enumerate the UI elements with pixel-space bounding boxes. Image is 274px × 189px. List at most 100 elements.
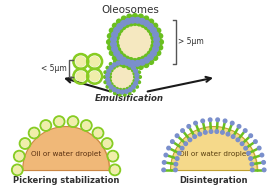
Circle shape	[162, 168, 165, 172]
Circle shape	[167, 146, 170, 150]
Circle shape	[175, 157, 179, 160]
Circle shape	[215, 130, 219, 133]
Circle shape	[111, 36, 116, 42]
Circle shape	[244, 146, 247, 150]
Circle shape	[135, 60, 140, 66]
Circle shape	[14, 166, 21, 174]
Circle shape	[174, 168, 177, 172]
Circle shape	[254, 140, 257, 143]
Circle shape	[132, 85, 135, 89]
Circle shape	[31, 129, 38, 136]
Circle shape	[249, 134, 253, 137]
Circle shape	[135, 73, 139, 77]
Circle shape	[117, 24, 122, 29]
Text: Oleosomes: Oleosomes	[101, 5, 159, 15]
Circle shape	[148, 54, 153, 60]
Circle shape	[130, 60, 135, 66]
Circle shape	[109, 66, 113, 70]
Circle shape	[226, 132, 230, 136]
Circle shape	[22, 140, 28, 147]
Circle shape	[56, 118, 63, 125]
Circle shape	[114, 27, 119, 33]
Circle shape	[116, 22, 154, 61]
Text: Disintegration: Disintegration	[180, 176, 248, 185]
Circle shape	[249, 157, 252, 160]
Circle shape	[148, 24, 153, 29]
Circle shape	[128, 88, 132, 92]
Circle shape	[144, 21, 149, 26]
Circle shape	[121, 21, 126, 26]
Circle shape	[114, 50, 119, 56]
Circle shape	[154, 36, 159, 42]
Circle shape	[181, 129, 184, 132]
Circle shape	[151, 27, 156, 33]
Circle shape	[230, 121, 234, 125]
Circle shape	[112, 46, 118, 52]
Circle shape	[216, 118, 219, 122]
Circle shape	[42, 122, 49, 129]
Circle shape	[193, 135, 196, 138]
Circle shape	[128, 63, 132, 67]
Circle shape	[187, 125, 190, 128]
Circle shape	[125, 59, 131, 65]
Circle shape	[144, 57, 149, 63]
Circle shape	[76, 57, 86, 66]
Circle shape	[90, 71, 99, 81]
Circle shape	[184, 142, 187, 146]
Circle shape	[139, 19, 145, 24]
Circle shape	[154, 41, 159, 47]
Circle shape	[164, 153, 168, 157]
Circle shape	[178, 151, 181, 155]
Circle shape	[135, 77, 139, 81]
Circle shape	[120, 61, 124, 64]
Circle shape	[240, 142, 244, 146]
Circle shape	[198, 132, 202, 136]
Circle shape	[117, 54, 122, 60]
Circle shape	[116, 89, 120, 93]
Circle shape	[95, 129, 102, 136]
Circle shape	[257, 146, 261, 150]
Circle shape	[262, 168, 266, 172]
Circle shape	[250, 162, 254, 166]
Circle shape	[106, 77, 110, 81]
Circle shape	[120, 90, 124, 94]
Circle shape	[132, 66, 135, 70]
Circle shape	[111, 166, 118, 174]
Circle shape	[223, 119, 227, 123]
Circle shape	[180, 146, 184, 150]
Circle shape	[204, 131, 207, 134]
Circle shape	[90, 57, 99, 66]
Circle shape	[174, 162, 178, 166]
Circle shape	[106, 73, 110, 77]
Circle shape	[153, 32, 158, 37]
Circle shape	[111, 41, 116, 47]
Circle shape	[134, 69, 138, 73]
Circle shape	[247, 151, 250, 155]
Circle shape	[107, 81, 111, 85]
Circle shape	[209, 130, 213, 133]
Circle shape	[112, 88, 116, 92]
Circle shape	[221, 131, 224, 134]
Text: Oil or water droplet: Oil or water droplet	[179, 151, 249, 157]
Circle shape	[104, 140, 111, 147]
Circle shape	[109, 64, 135, 90]
Circle shape	[244, 129, 247, 132]
Circle shape	[121, 57, 126, 63]
Circle shape	[124, 61, 128, 65]
Circle shape	[130, 17, 135, 23]
Circle shape	[116, 61, 120, 65]
Circle shape	[139, 59, 145, 65]
Circle shape	[109, 153, 116, 160]
Circle shape	[107, 69, 111, 73]
Circle shape	[236, 138, 240, 142]
Circle shape	[70, 118, 76, 125]
Circle shape	[153, 46, 158, 52]
Circle shape	[16, 153, 23, 160]
Circle shape	[83, 122, 90, 129]
Circle shape	[188, 138, 192, 142]
Circle shape	[151, 50, 156, 56]
Circle shape	[135, 17, 140, 23]
Text: < 5μm: < 5μm	[41, 64, 67, 73]
Circle shape	[231, 135, 235, 138]
Circle shape	[262, 161, 265, 164]
